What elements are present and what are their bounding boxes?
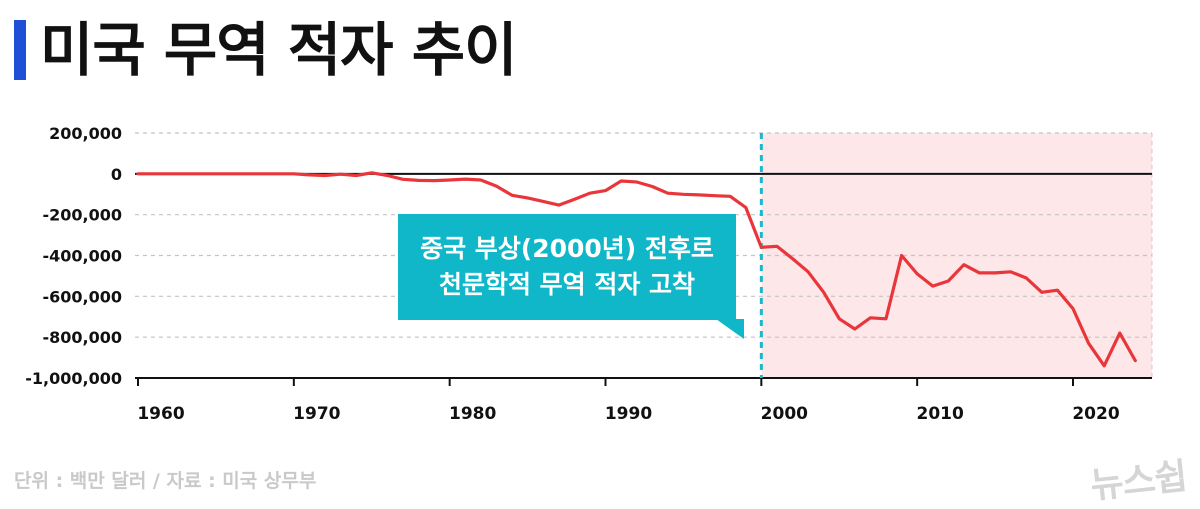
callout-tail — [716, 319, 744, 339]
y-tick-label: 0 — [111, 165, 122, 184]
y-tick-label: -200,000 — [42, 206, 122, 225]
x-tick-label: 1990 — [605, 404, 652, 424]
y-tick-label: -1,000,000 — [25, 369, 122, 388]
x-tick-label: 2020 — [1072, 404, 1119, 424]
source-note: 단위 : 백만 달러 / 자료 : 미국 상무부 — [14, 470, 317, 492]
page-title: 미국 무역 적자 추이 — [40, 16, 517, 84]
x-tick-label: 2000 — [761, 404, 808, 424]
title-accent-bar — [14, 20, 26, 80]
callout-line-1: 중국 부상(2000년) 전후로 — [420, 234, 714, 263]
x-tick-label: 1970 — [293, 404, 340, 424]
y-tick-label: -600,000 — [42, 287, 122, 306]
y-tick-label: 200,000 — [49, 124, 122, 143]
y-tick-label: -400,000 — [42, 247, 122, 266]
callout-line-2: 천문학적 무역 적자 고착 — [438, 270, 696, 299]
brand-logo: 뉴스쉽 — [1088, 456, 1189, 507]
trade-balance-line — [136, 171, 1137, 368]
x-tick-label: 2010 — [917, 404, 964, 424]
callout-box: 중국 부상(2000년) 전후로 천문학적 무역 적자 고착 — [398, 214, 736, 320]
y-tick-label: -800,000 — [42, 328, 122, 347]
x-tick-label: 1960 — [137, 404, 184, 424]
x-tick-label: 1980 — [449, 404, 496, 424]
highlight-region — [761, 133, 1152, 378]
